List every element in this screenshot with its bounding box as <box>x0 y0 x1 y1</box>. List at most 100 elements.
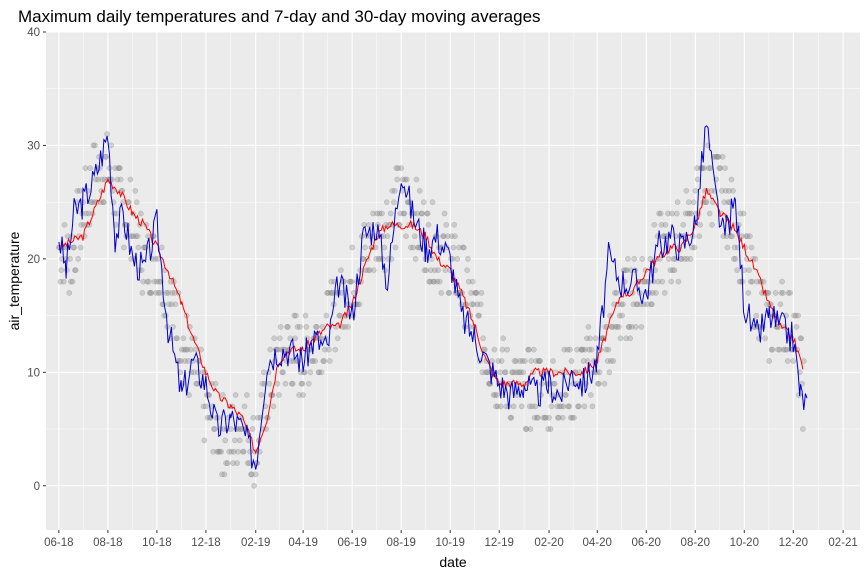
data-point <box>434 278 441 285</box>
data-point <box>276 392 282 398</box>
data-point <box>384 233 391 240</box>
data-point <box>328 278 335 285</box>
data-point <box>443 221 450 228</box>
data-point <box>61 221 68 228</box>
data-point <box>472 290 478 296</box>
data-point <box>441 210 448 217</box>
data-point <box>387 210 394 217</box>
data-point <box>259 380 266 387</box>
data-point <box>313 324 320 330</box>
data-point <box>440 233 446 240</box>
data-point <box>78 221 85 228</box>
data-point <box>716 165 723 171</box>
data-point <box>580 358 587 364</box>
data-point <box>240 448 246 455</box>
data-point <box>426 278 433 285</box>
data-point <box>588 346 595 353</box>
data-point <box>608 358 614 364</box>
data-point <box>737 210 744 217</box>
data-point <box>349 244 356 251</box>
data-point <box>518 369 524 376</box>
data-point <box>528 358 535 364</box>
data-point <box>649 290 656 296</box>
data-point <box>74 187 81 194</box>
data-point <box>745 290 752 296</box>
data-point <box>440 233 447 240</box>
data-point <box>540 414 547 421</box>
data-point <box>402 176 409 183</box>
data-point <box>181 346 188 353</box>
data-point <box>460 244 467 251</box>
grid-minor <box>46 32 860 530</box>
data-point <box>303 324 310 330</box>
data-point <box>727 233 734 240</box>
data-point <box>291 312 298 319</box>
data-point <box>558 403 564 410</box>
data-point <box>554 403 560 410</box>
data-point <box>649 301 655 308</box>
data-point <box>537 358 544 364</box>
data-point <box>702 199 709 206</box>
y-tick-label: 0 <box>34 481 40 493</box>
data-point <box>473 290 480 296</box>
data-point <box>545 426 552 432</box>
data-point <box>684 256 691 262</box>
data-point <box>689 244 695 251</box>
data-point <box>798 335 805 342</box>
data-point <box>117 176 124 183</box>
data-point <box>631 256 638 262</box>
data-point <box>484 369 491 376</box>
data-point <box>195 369 201 376</box>
data-point <box>244 392 250 398</box>
data-point <box>216 448 223 455</box>
data-point <box>648 301 654 308</box>
data-point <box>95 176 102 183</box>
data-point <box>249 426 256 432</box>
data-point <box>489 358 495 364</box>
data-point <box>277 324 284 330</box>
data-point <box>612 290 618 296</box>
data-point <box>413 176 420 183</box>
data-point <box>87 165 94 171</box>
data-point <box>156 278 163 285</box>
data-point <box>571 414 577 421</box>
data-point <box>772 290 779 296</box>
data-point <box>669 210 675 217</box>
data-point <box>394 176 401 183</box>
data-point <box>529 403 536 410</box>
data-point <box>247 448 253 455</box>
data-point <box>321 346 328 353</box>
data-point <box>624 256 631 262</box>
data-point <box>542 414 548 421</box>
data-point <box>686 210 693 217</box>
data-point <box>163 290 170 296</box>
data-point <box>421 267 428 274</box>
data-point <box>72 267 78 274</box>
data-point <box>633 301 640 308</box>
data-point <box>334 335 341 342</box>
data-point <box>703 199 710 206</box>
data-point <box>501 369 508 376</box>
data-point <box>696 233 703 240</box>
x-tick-label: 06-19 <box>337 537 366 549</box>
data-point <box>90 142 97 149</box>
data-point <box>370 267 377 274</box>
data-point <box>659 278 666 285</box>
data-point <box>151 278 158 285</box>
data-point <box>710 153 717 160</box>
data-point <box>780 346 787 353</box>
data-point <box>638 324 645 330</box>
data-point <box>210 448 216 455</box>
data-point <box>321 358 327 364</box>
data-point <box>729 233 736 240</box>
y-tick-label: 10 <box>27 367 40 379</box>
data-point <box>154 278 160 285</box>
data-point <box>395 165 401 171</box>
data-point <box>127 176 134 183</box>
data-point <box>671 267 678 274</box>
data-point <box>586 346 593 353</box>
data-point <box>518 403 525 410</box>
data-point <box>603 346 609 353</box>
data-point <box>158 244 165 251</box>
data-point <box>282 380 289 387</box>
